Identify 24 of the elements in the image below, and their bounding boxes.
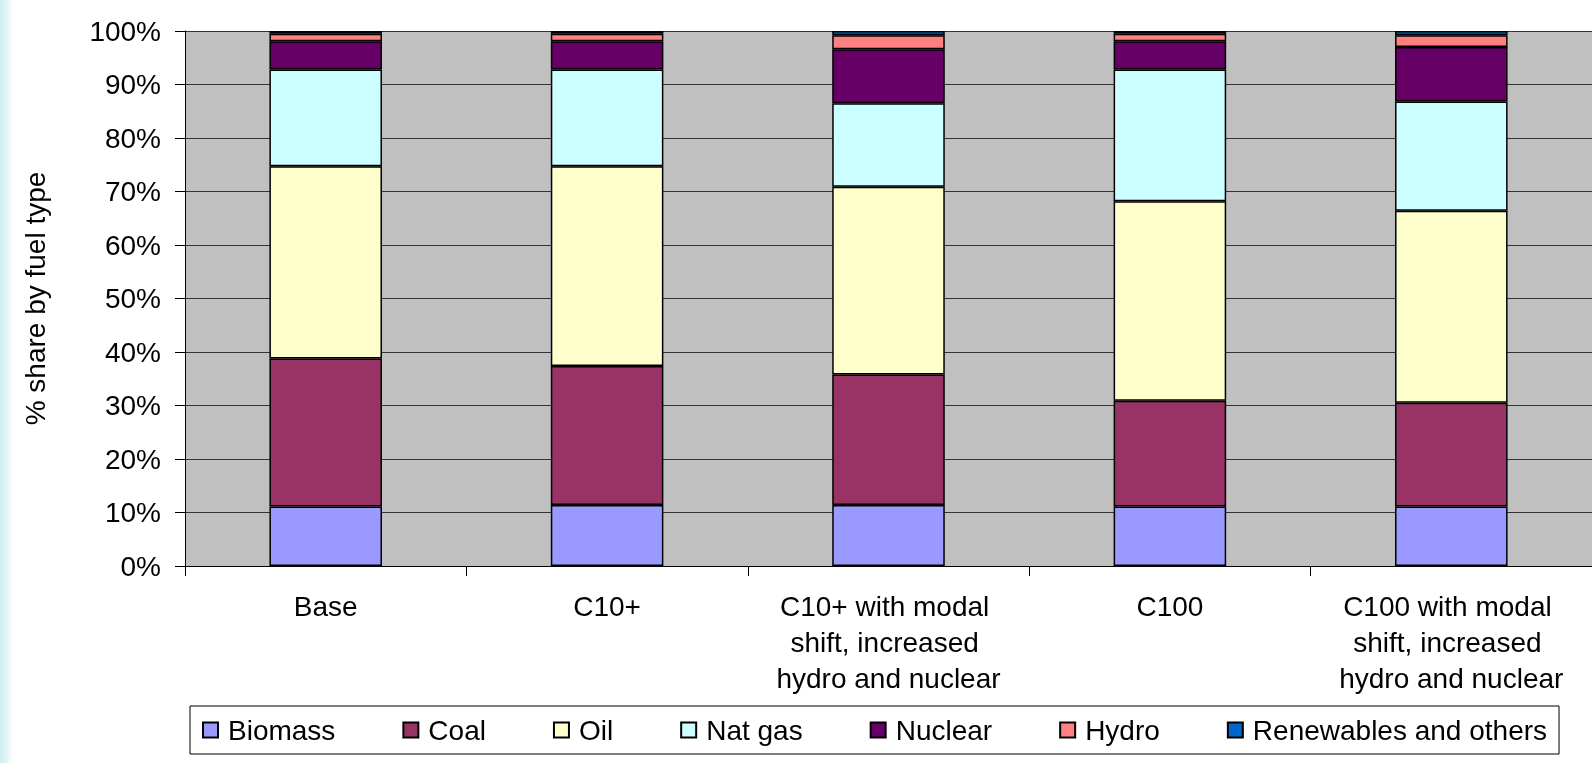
y-tick-label: 20% — [104, 443, 161, 475]
y-tick-label: 10% — [104, 497, 161, 528]
legend-label: Nat gas — [706, 714, 803, 746]
legend-label: Biomass — [228, 714, 336, 746]
x-tick-label: C10+ — [573, 590, 641, 622]
x-tick-label: C100 with modal shift, increased hydro and nuclear — [1339, 590, 1564, 694]
y-tick-label: 70% — [104, 176, 161, 207]
y-tick-label: 100% — [89, 15, 161, 47]
y-tick-label: 40% — [104, 336, 161, 368]
y-tick-label: 0% — [120, 550, 161, 582]
x-tick-label: Base — [293, 590, 358, 622]
x-tick-label: C10+ with modal shift, increased hydro and nuclear — [776, 590, 1001, 694]
x-tick-label: C100 — [1136, 590, 1204, 622]
y-axis-title: % share by fuel type — [19, 171, 51, 426]
legend-label: Coal — [428, 714, 486, 746]
legend-label: Renewables and others — [1252, 714, 1548, 746]
y-tick-label: 90% — [104, 69, 161, 100]
y-tick-label: 30% — [104, 390, 161, 421]
legend-label: Nuclear — [895, 714, 993, 746]
y-tick-label: 60% — [104, 229, 161, 261]
y-tick-label: 80% — [104, 122, 161, 154]
legend-label: Oil — [578, 714, 614, 746]
y-tick-label: 50% — [104, 283, 161, 314]
legend-label: Hydro — [1085, 714, 1160, 746]
